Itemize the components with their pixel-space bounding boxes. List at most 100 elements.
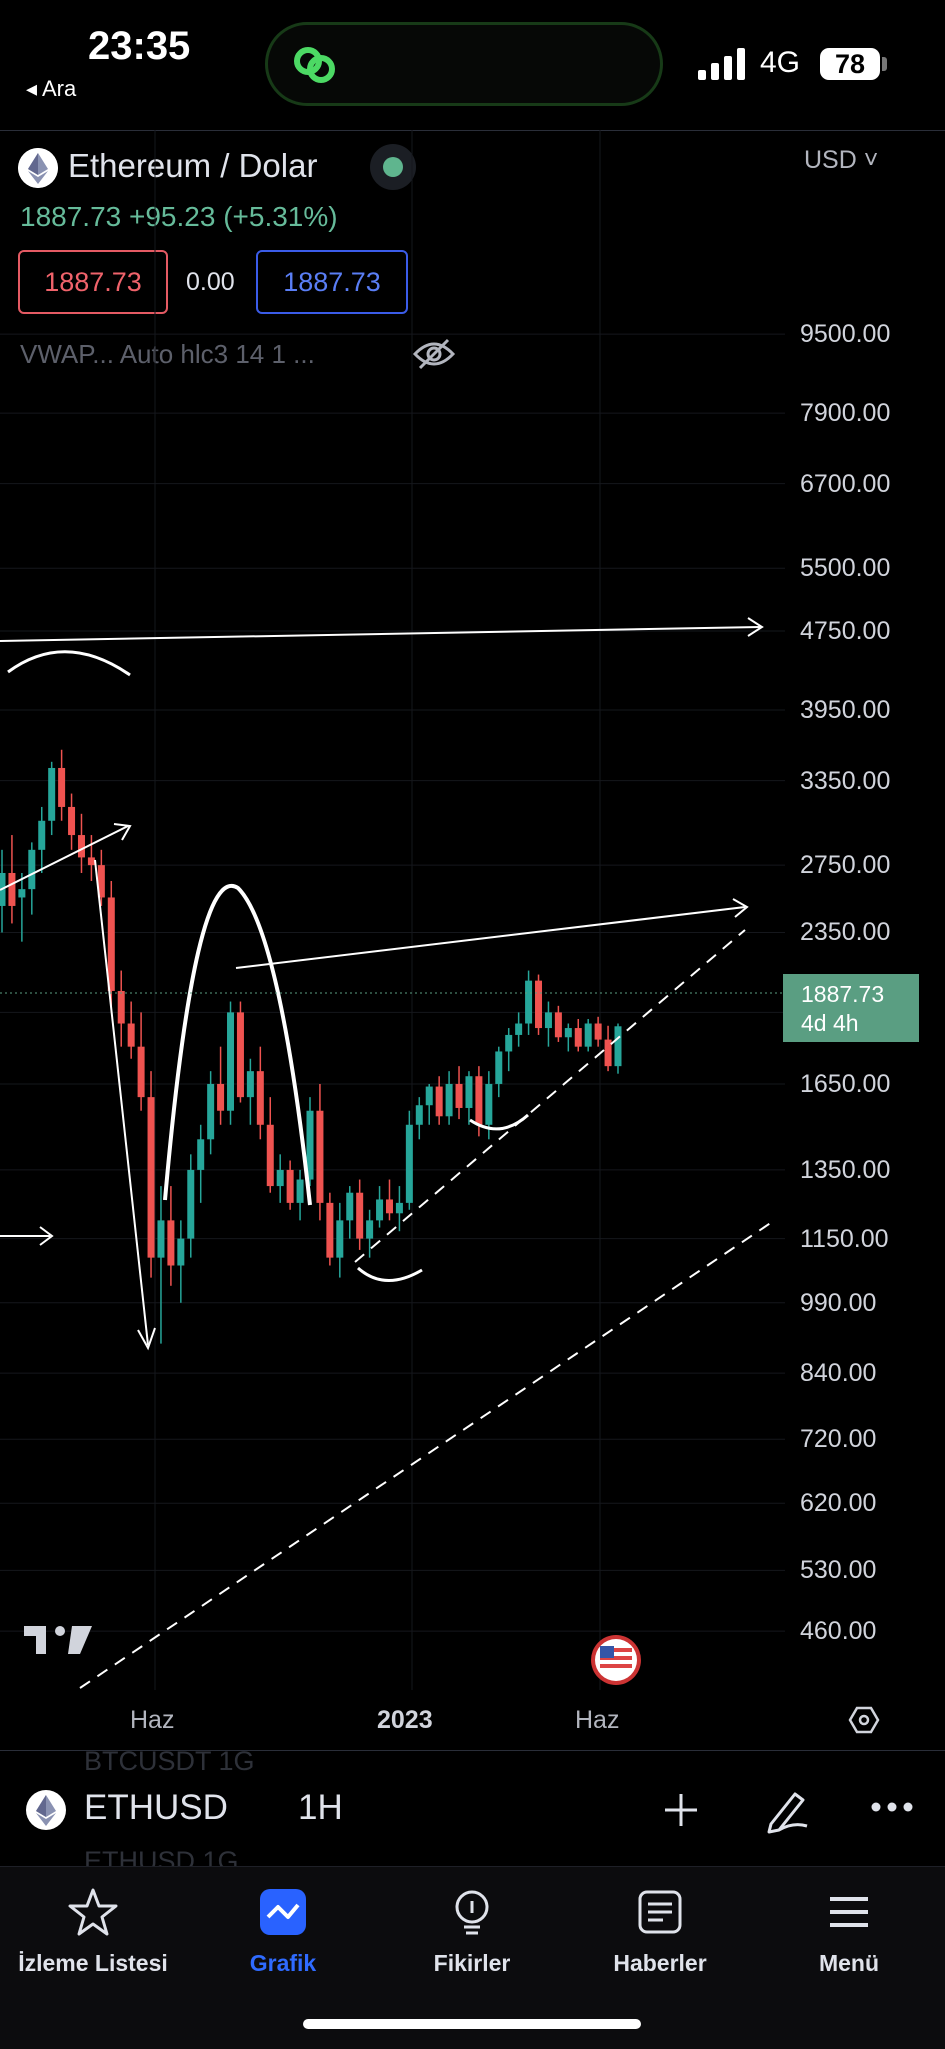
candle-body <box>197 1139 205 1170</box>
candle-body <box>366 1220 374 1239</box>
candle-body <box>18 889 26 898</box>
header-divider <box>0 130 945 131</box>
buy-button[interactable]: 1887.73 <box>256 250 408 314</box>
candle-body <box>475 1076 483 1125</box>
nav-watchlist[interactable]: İzleme Listesi <box>3 1887 183 1977</box>
trendline-top-arrow <box>0 626 761 642</box>
y-tick-label: 840.00 <box>800 1359 877 1388</box>
ethereum-symbol-icon <box>26 1790 66 1830</box>
arrowhead <box>113 823 132 841</box>
x-tick-haz-1: Haz <box>130 1706 175 1734</box>
candle-body <box>217 1083 225 1111</box>
nav-chart[interactable]: Grafik <box>193 1887 373 1977</box>
candle-body <box>157 1220 165 1258</box>
nav-label: Haberler <box>613 1950 707 1976</box>
bar-countdown: 4d 4h <box>801 1010 859 1036</box>
currency-selector[interactable]: USD ˅ <box>804 146 879 174</box>
y-tick-label: 460.00 <box>800 1617 877 1646</box>
nav-news[interactable]: Haberler <box>570 1887 750 1977</box>
candle-body <box>395 1202 403 1214</box>
home-indicator <box>303 2019 641 2029</box>
dynamic-island <box>265 22 663 106</box>
candle-body <box>8 872 16 906</box>
nav-menu[interactable]: Menü <box>759 1887 939 1977</box>
candle-body <box>405 1124 413 1203</box>
candle-body <box>376 1199 384 1221</box>
indicator-legend[interactable]: VWAP... Auto hlc3 14 1 ... <box>20 339 315 369</box>
drawing-pen-icon[interactable] <box>763 1786 811 1834</box>
candle-body <box>326 1202 334 1258</box>
menu-icon <box>830 1897 868 1927</box>
candle-body <box>356 1192 364 1239</box>
candle-body <box>505 1034 513 1052</box>
star-icon <box>68 1888 118 1936</box>
candle-body <box>584 1023 592 1047</box>
candle-body <box>525 980 533 1024</box>
candle-body <box>425 1086 433 1106</box>
lightbulb-icon <box>455 1890 489 1935</box>
y-tick-label: 4750.00 <box>800 616 891 645</box>
battery-tip <box>882 57 887 71</box>
more-options-icon[interactable] <box>870 1800 914 1814</box>
candle-body <box>28 849 36 890</box>
nav-label: İzleme Listesi <box>18 1950 168 1976</box>
hide-indicators-eye-icon[interactable] <box>412 336 456 372</box>
candle-body <box>207 1083 215 1140</box>
resistance-arrow <box>235 906 746 969</box>
candle-body <box>604 1039 612 1067</box>
candle-body <box>147 1097 155 1258</box>
candle-body <box>97 865 105 898</box>
x-tick-haz-2: Haz <box>575 1706 620 1734</box>
nav-ideas[interactable]: Fikirler <box>382 1887 562 1977</box>
bottom-smile <box>357 1266 423 1282</box>
candle-body <box>415 1105 423 1125</box>
candle-body <box>465 1076 473 1108</box>
chart-bottom-divider <box>0 1750 945 1751</box>
candle-body <box>485 1083 493 1125</box>
candle-body <box>336 1220 344 1258</box>
us-economic-event-icon <box>591 1635 641 1685</box>
y-tick-label: 1150.00 <box>800 1224 889 1253</box>
y-tick-label: 530.00 <box>800 1556 877 1585</box>
add-plus-icon[interactable] <box>661 1790 701 1830</box>
market-status-indicator[interactable] <box>370 144 416 190</box>
candle-body <box>316 1110 324 1203</box>
candle-body <box>564 1028 572 1038</box>
candle-body <box>574 1028 582 1047</box>
candle-body <box>286 1169 294 1203</box>
candle-body <box>266 1124 274 1187</box>
candle-body <box>455 1083 463 1108</box>
candle-body <box>515 1023 523 1035</box>
interval-switcher[interactable]: 1H <box>298 1788 343 1827</box>
bottom-navigation: İzleme Listesi Grafik Fikirler Haberler <box>0 1866 945 2049</box>
candle-body <box>227 1012 235 1111</box>
last-price-value: 1887.73 <box>801 981 885 1007</box>
nav-label: Fikirler <box>433 1950 511 1976</box>
candle-body <box>445 1083 453 1117</box>
arc-top-left <box>7 650 131 677</box>
candle-body <box>594 1023 602 1040</box>
ghost-prev-symbol: BTCUSDT 1G <box>84 1746 255 1776</box>
candle-body <box>435 1086 443 1117</box>
tradingview-logo-icon <box>24 1626 92 1654</box>
y-tick-label: 620.00 <box>800 1489 877 1518</box>
candlestick-series <box>0 749 622 1344</box>
candle-body <box>246 1071 254 1098</box>
symbol-title[interactable]: Ethereum / Dolar <box>68 147 318 184</box>
trend-arrow-left <box>0 825 129 891</box>
price-change-line: 1887.73 +95.23 (+5.31%) <box>20 201 338 232</box>
network-type: 4G <box>760 46 801 79</box>
symbol-toolbar: BTCUSDT 1G ETHUSD 1G <box>0 1746 945 1876</box>
candle-body <box>306 1110 314 1180</box>
y-tick-label: 5500.00 <box>800 554 891 583</box>
cellular-signal-icon <box>698 48 745 80</box>
candle-body <box>256 1071 264 1125</box>
symbol-switcher[interactable]: ETHUSD <box>84 1788 228 1827</box>
arrowhead <box>39 1226 54 1246</box>
back-to-app-link[interactable]: ◂ Ara <box>26 76 77 101</box>
ethereum-logo-icon <box>18 148 58 188</box>
price-chart[interactable] <box>0 0 945 1750</box>
candle-body <box>535 980 543 1029</box>
sell-button[interactable]: 1887.73 <box>18 250 168 314</box>
chart-settings-icon <box>848 1706 880 1734</box>
